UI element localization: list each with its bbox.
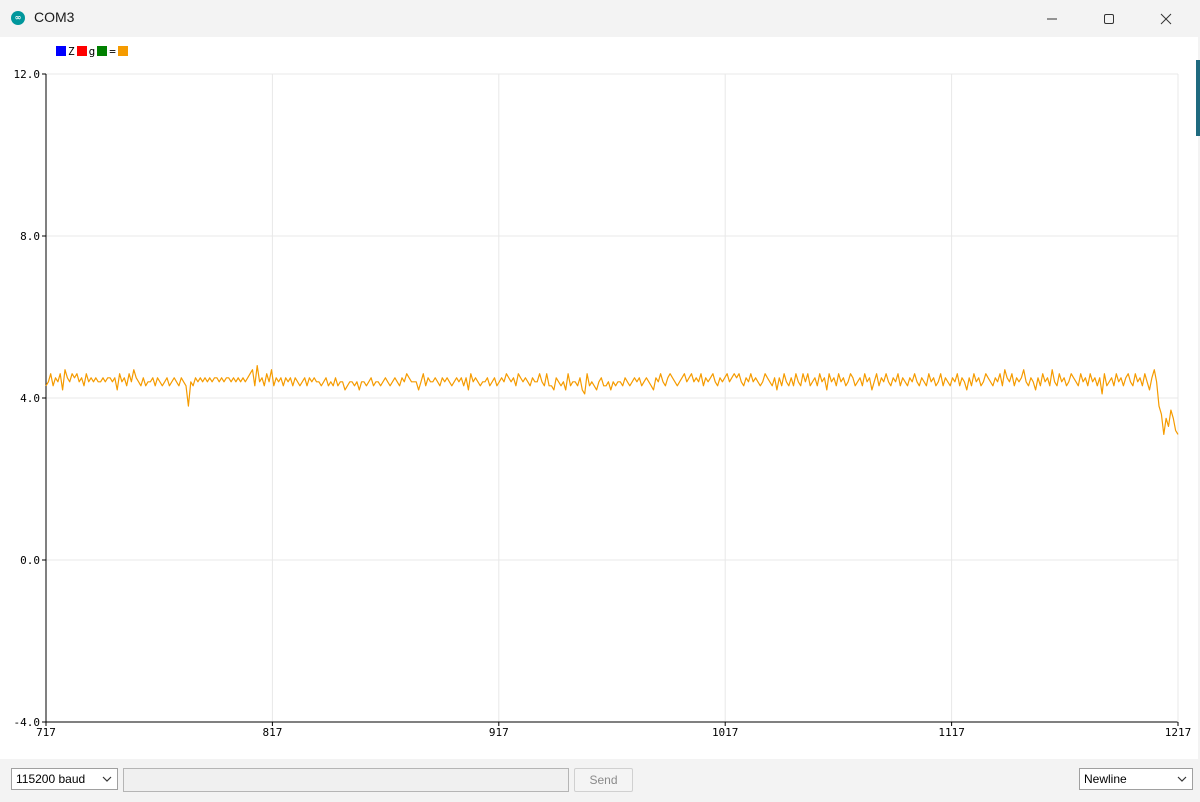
y-tick-label: 0.0 — [20, 554, 40, 567]
chevron-down-icon — [1177, 776, 1187, 782]
series-line — [45, 365, 1179, 435]
x-tick-label: 817 — [262, 726, 282, 739]
window-title: COM3 — [34, 9, 75, 25]
close-icon — [1160, 13, 1172, 24]
y-tick-label: 8.0 — [20, 230, 40, 243]
close-button[interactable] — [1143, 0, 1189, 37]
plot-area: 12.0 8.0 4.0 0.0 -4.0 717 817 917 1017 1117 1217 — [0, 37, 1198, 759]
send-input[interactable] — [123, 768, 569, 792]
baud-rate-select[interactable]: 115200 baud — [11, 768, 118, 790]
legend-swatch — [56, 46, 66, 56]
x-tick-label: 1017 — [712, 726, 739, 739]
legend-swatch — [76, 46, 87, 56]
legend-label: Z — [68, 44, 75, 58]
baud-rate-value: 115200 baud — [16, 772, 86, 786]
maximize-button[interactable] — [1086, 0, 1132, 37]
chevron-down-icon — [102, 776, 112, 782]
x-tick-label: 1117 — [938, 726, 965, 739]
x-tick-label: 917 — [489, 726, 509, 739]
y-tick-label: 4.0 — [20, 392, 40, 405]
x-tick-label: 717 — [36, 726, 56, 739]
title-bar: ∞ COM3 — [0, 0, 1200, 37]
send-button[interactable]: Send — [574, 768, 633, 792]
legend-label: g — [88, 44, 96, 58]
y-tick-label: -4.0 — [14, 716, 41, 729]
line-ending-select[interactable]: Newline — [1079, 768, 1193, 790]
arduino-icon: ∞ — [11, 11, 25, 25]
legend-swatch — [97, 46, 108, 56]
legend-label: = — [109, 44, 116, 58]
scrollbar-thumb[interactable] — [1196, 60, 1200, 136]
minimize-icon — [1047, 18, 1057, 19]
line-ending-value: Newline — [1084, 772, 1127, 786]
maximize-icon — [1104, 13, 1114, 24]
y-tick-label: 12.0 — [14, 68, 41, 81]
minimize-button[interactable] — [1029, 0, 1075, 37]
x-tick-label: 1217 — [1165, 726, 1192, 739]
legend-swatch — [117, 46, 128, 56]
